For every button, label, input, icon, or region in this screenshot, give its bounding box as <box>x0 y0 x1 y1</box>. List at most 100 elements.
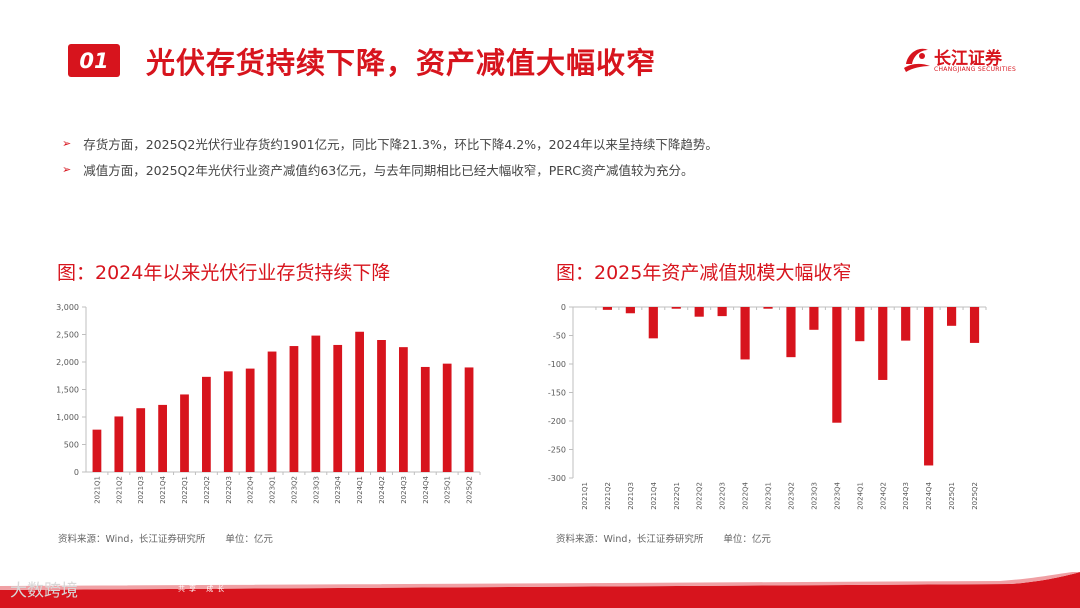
x-tick-label: 2022Q2 <box>203 476 211 504</box>
x-tick-label: 2021Q4 <box>159 475 167 503</box>
x-tick-label: 2024Q4 <box>925 481 933 509</box>
x-tick-label: 2022Q1 <box>181 476 189 504</box>
bar-2021Q4 <box>158 404 167 472</box>
x-tick-label: 2021Q1 <box>581 482 589 510</box>
unit-text: 单位：亿元 <box>723 534 771 545</box>
x-tick-label: 2025Q2 <box>466 476 474 504</box>
bar-2025Q2 <box>464 367 474 472</box>
x-tick-label: 2021Q2 <box>115 476 123 504</box>
y-tick-label: -200 <box>548 417 566 426</box>
x-tick-label: 2023Q4 <box>833 481 841 509</box>
y-tick-label: 1,500 <box>56 386 79 395</box>
x-tick-label: 2022Q1 <box>673 482 681 510</box>
x-tick-label: 2023Q1 <box>269 476 277 504</box>
x-tick-label: 2021Q2 <box>604 482 612 510</box>
arrow-bullet-icon: ➢ <box>62 162 72 176</box>
y-tick-label: -50 <box>553 332 566 341</box>
bar-2024Q1 <box>855 307 865 342</box>
bar-2025Q1 <box>442 363 452 472</box>
bar-2021Q2 <box>602 307 613 310</box>
y-tick-label: 2,500 <box>56 331 79 340</box>
bullet-item-impairment: ➢ 减值方面，2025Q2年光伏行业资产减值约63亿元，与去年同期相比已经大幅收… <box>62 156 718 182</box>
x-tick-label: 2021Q1 <box>93 476 101 504</box>
x-tick-label: 2023Q3 <box>312 476 320 504</box>
y-tick-label: 0 <box>561 303 566 312</box>
bar-2023Q2 <box>289 346 299 472</box>
footer-motto: 共享 成长 <box>178 585 229 593</box>
x-tick-label: 2025Q2 <box>971 482 979 510</box>
bullet-list: ➢ 存货方面，2025Q2光伏行业存货约1901亿元，同比下降21.3%，环比下… <box>62 130 718 182</box>
bar-2021Q2 <box>114 416 124 472</box>
bar-2025Q1 <box>946 307 957 326</box>
bar-2024Q1 <box>355 331 364 472</box>
x-tick-label: 2022Q4 <box>742 481 750 509</box>
x-tick-label: 2022Q4 <box>247 475 255 503</box>
x-tick-label: 2022Q3 <box>225 476 233 504</box>
x-tick-label: 2023Q2 <box>787 482 795 510</box>
bar-2022Q2 <box>202 376 211 472</box>
bar-2023Q4 <box>832 307 842 423</box>
x-tick-label: 2024Q3 <box>902 482 910 510</box>
x-tick-label: 2023Q1 <box>765 482 773 510</box>
y-tick-label: 0 <box>74 468 79 477</box>
y-tick-label: -300 <box>548 474 566 483</box>
bar-2021Q3 <box>625 307 635 314</box>
y-tick-label: 1,000 <box>56 413 79 422</box>
x-tick-label: 2021Q4 <box>650 481 658 509</box>
bar-2023Q1 <box>763 307 773 309</box>
x-tick-label: 2025Q1 <box>444 476 452 504</box>
logo-emblem-icon <box>904 48 930 72</box>
bar-2024Q2 <box>377 340 386 472</box>
bar-2024Q4 <box>924 307 934 466</box>
bar-2022Q1 <box>671 307 681 309</box>
chart-title-inventory: 图：2024年以来光伏行业存货持续下降 <box>57 262 391 284</box>
bar-2023Q2 <box>786 307 796 358</box>
watermark: 大数跨境 <box>10 581 78 601</box>
x-tick-label: 2024Q1 <box>356 476 364 504</box>
bar-2024Q4 <box>420 366 430 472</box>
x-tick-label: 2022Q2 <box>696 482 704 510</box>
page-title: 光伏存货持续下降，资产减值大幅收窄 <box>146 46 657 80</box>
y-tick-label: 500 <box>64 441 79 450</box>
source-text: 资料来源：Wind，长江证券研究所 <box>556 534 704 545</box>
bar-2022Q3 <box>223 371 233 472</box>
logo-text-en: CHANGJIANG SECURITIES <box>934 66 1017 73</box>
bar-2023Q3 <box>809 307 819 330</box>
source-text: 资料来源：Wind，长江证券研究所 <box>58 534 206 545</box>
bullet-text: 减值方面，2025Q2年光伏行业资产减值约63亿元，与去年同期相比已经大幅收窄，… <box>83 162 694 178</box>
y-tick-label: 2,000 <box>56 358 79 367</box>
bar-2024Q3 <box>901 307 911 341</box>
bar-2023Q3 <box>311 335 321 472</box>
bullet-item-inventory: ➢ 存货方面，2025Q2光伏行业存货约1901亿元，同比下降21.3%，环比下… <box>62 130 718 156</box>
x-tick-label: 2024Q2 <box>378 476 386 504</box>
bar-2021Q4 <box>648 307 658 339</box>
x-tick-label: 2021Q3 <box>137 476 145 504</box>
y-tick-label: -150 <box>548 389 566 398</box>
x-tick-label: 2021Q3 <box>627 482 635 510</box>
source-note-right: 资料来源：Wind，长江证券研究所 单位：亿元 <box>556 531 771 545</box>
unit-text: 单位：亿元 <box>225 534 273 545</box>
y-tick-label: -250 <box>548 446 566 455</box>
bar-2022Q4 <box>245 368 255 472</box>
arrow-bullet-icon: ➢ <box>62 136 72 150</box>
bar-2024Q2 <box>878 307 888 380</box>
x-tick-label: 2025Q1 <box>948 482 956 510</box>
bar-2022Q4 <box>740 307 750 360</box>
inventory-bar-chart: 0 500 1,000 1,500 2,000 2,500 3,000 2021Q1 2021Q… <box>56 303 481 504</box>
logo-text-cn: 长江证券 <box>934 49 1002 69</box>
bullet-text: 存货方面，2025Q2光伏行业存货约1901亿元，同比下降21.3%，环比下降4… <box>83 136 718 152</box>
impairment-bar-chart: 0 -50 -100 -150 -200 -250 -300 2021Q1 2021Q2 2021… <box>548 303 987 510</box>
bar-2022Q3 <box>717 307 727 317</box>
x-tick-label: 2024Q3 <box>400 476 408 504</box>
bar-2023Q1 <box>267 351 277 472</box>
y-tick-label: 3,000 <box>56 303 79 312</box>
bar-2021Q3 <box>136 408 146 472</box>
x-tick-label: 2024Q1 <box>856 482 864 510</box>
x-tick-label: 2023Q3 <box>810 482 818 510</box>
chart-title-impairment: 图：2025年资产减值规模大幅收窄 <box>556 262 852 284</box>
bar-2022Q1 <box>180 394 189 472</box>
section-number-badge: 01 <box>68 44 120 77</box>
y-tick-label: -100 <box>548 360 566 369</box>
x-tick-label: 2023Q2 <box>290 476 298 504</box>
x-tick-label: 2023Q4 <box>334 475 342 503</box>
